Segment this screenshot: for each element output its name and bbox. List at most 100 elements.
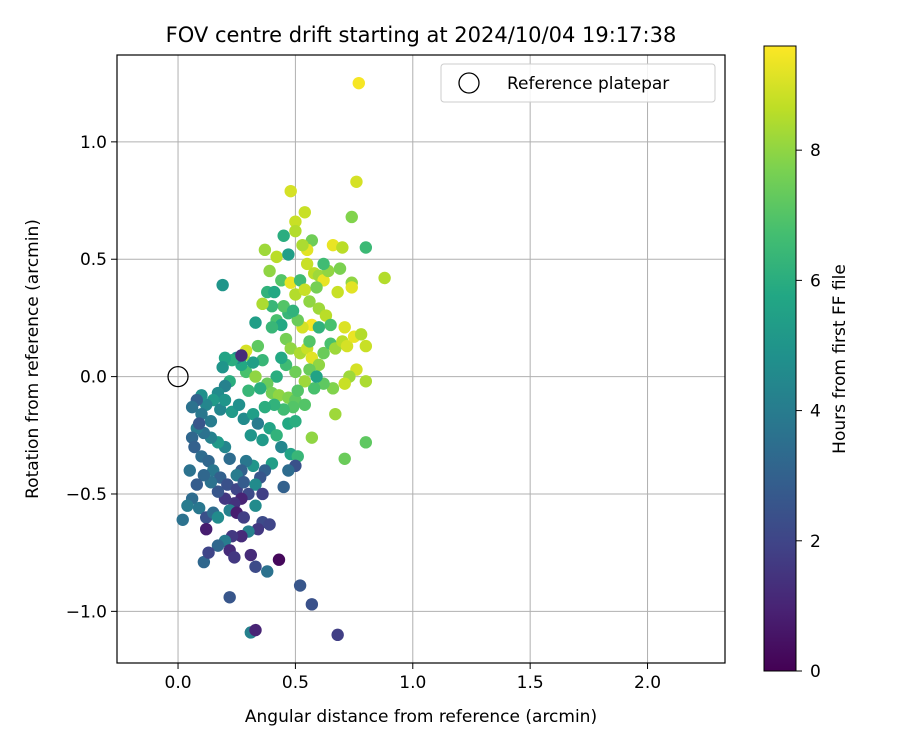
- data-point: [289, 215, 302, 228]
- data-point: [359, 339, 373, 353]
- data-point: [329, 407, 342, 421]
- data-point: [270, 370, 283, 383]
- data-point: [237, 511, 250, 524]
- data-point: [284, 342, 297, 355]
- data-point: [249, 370, 262, 383]
- x-tick-label: 1.0: [399, 673, 426, 693]
- data-point: [218, 393, 232, 407]
- data-point: [352, 76, 365, 90]
- data-point: [192, 501, 206, 515]
- data-point: [265, 321, 279, 334]
- data-point: [338, 452, 351, 465]
- data-point: [235, 349, 248, 362]
- data-point: [258, 243, 272, 257]
- data-point: [211, 485, 225, 498]
- data-point: [289, 224, 302, 238]
- colorbar-ticks: 0 2 4 6 8: [796, 141, 821, 682]
- data-point: [190, 478, 204, 491]
- data-point: [279, 332, 293, 346]
- data-point: [331, 285, 344, 299]
- y-tick-label: 0.0: [80, 368, 107, 388]
- data-point: [293, 274, 307, 287]
- reference-platepar-marker: [167, 365, 189, 388]
- data-point: [291, 450, 304, 463]
- data-point: [192, 417, 206, 430]
- legend-open-circle-marker: [458, 72, 480, 94]
- y-axis-label: Rotation from reference (arcmin): [23, 219, 43, 499]
- data-point: [253, 382, 267, 395]
- y-tick-label: 0.5: [80, 250, 107, 270]
- data-point: [256, 353, 269, 367]
- data-point: [185, 431, 199, 444]
- data-point: [305, 234, 319, 247]
- data-point: [275, 351, 288, 365]
- colorbar-tick-label: 0: [810, 662, 821, 682]
- data-point: [289, 288, 302, 301]
- data-point: [317, 257, 330, 271]
- data-point: [185, 400, 199, 414]
- data-point: [246, 356, 260, 369]
- data-point: [275, 318, 288, 332]
- data-point: [244, 429, 258, 442]
- data-point: [300, 257, 314, 271]
- data-point: [197, 469, 211, 482]
- data-point: [202, 546, 215, 559]
- data-point: [298, 206, 311, 219]
- data-point: [289, 415, 302, 428]
- data-point: [303, 335, 316, 348]
- x-axis-ticks: 0.0 0.5 1.0 1.5 2.0: [165, 663, 661, 693]
- data-point: [246, 407, 260, 421]
- data-point: [298, 283, 311, 296]
- data-point: [270, 250, 283, 264]
- colorbar: 0 2 4 6 8 Hours from first FF file: [763, 45, 850, 682]
- data-point: [277, 403, 290, 416]
- data-point: [359, 375, 373, 388]
- data-point: [249, 560, 262, 573]
- y-tick-label: 1.0: [80, 133, 107, 153]
- data-point: [256, 487, 269, 501]
- data-point: [244, 548, 258, 562]
- data-point: [176, 513, 189, 527]
- data-point: [204, 415, 218, 428]
- data-point: [277, 229, 290, 242]
- data-point: [258, 400, 272, 414]
- x-axis-label: Angular distance from reference (arcmin): [245, 707, 597, 727]
- data-point: [291, 384, 304, 397]
- colorbar-tick-label: 2: [810, 532, 821, 552]
- data-point: [272, 553, 286, 566]
- data-point: [324, 318, 337, 332]
- data-point: [277, 480, 290, 494]
- data-point: [242, 384, 255, 397]
- data-point: [239, 454, 253, 468]
- data-point: [216, 278, 229, 292]
- data-point: [350, 175, 363, 188]
- data-point: [237, 476, 250, 489]
- data-point: [195, 407, 208, 421]
- data-point: [275, 274, 288, 287]
- legend-box: [440, 63, 716, 103]
- data-point: [307, 382, 321, 395]
- data-point: [181, 499, 194, 512]
- chart-title: FOV centre drift starting at 2024/10/04 …: [166, 23, 677, 47]
- data-point: [312, 358, 326, 372]
- data-point: [303, 295, 316, 308]
- data-point: [345, 210, 358, 224]
- grid-lines: [117, 55, 725, 663]
- data-point: [223, 452, 236, 465]
- colorbar-tick-label: 4: [810, 402, 821, 422]
- data-point: [251, 522, 265, 536]
- data-point: [232, 398, 246, 411]
- legend-entry-label: Reference platepar: [507, 74, 669, 94]
- data-point: [202, 454, 215, 468]
- data-point: [268, 398, 281, 411]
- data-point: [298, 375, 311, 388]
- data-point: [340, 339, 354, 353]
- data-point: [237, 412, 250, 426]
- data-point: [312, 321, 326, 334]
- data-point: [338, 377, 351, 390]
- colorbar-tick-label: 8: [810, 141, 821, 161]
- data-point: [249, 499, 262, 512]
- data-point: [305, 431, 319, 444]
